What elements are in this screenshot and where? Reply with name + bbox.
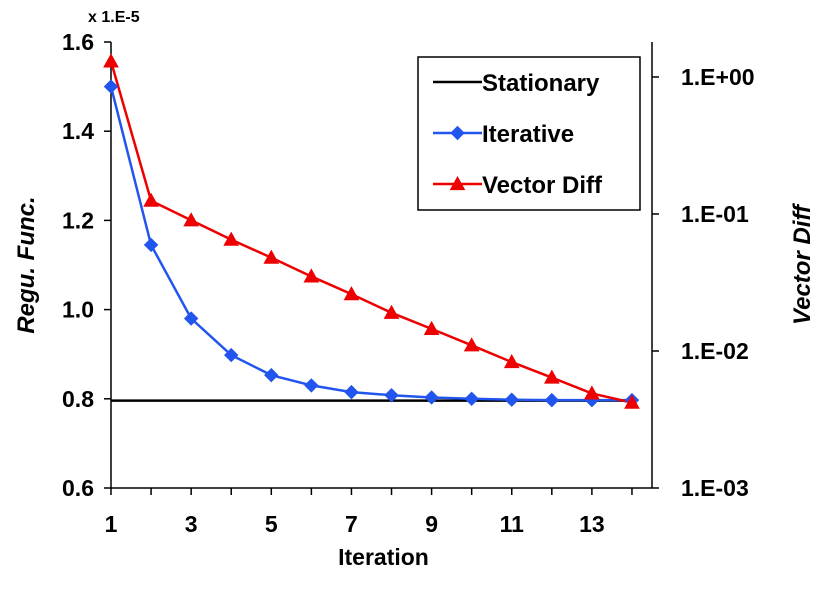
y2-tick-label: 1.E-01 — [681, 201, 749, 227]
x-tick-label: 9 — [425, 511, 438, 537]
x-tick-label: 5 — [265, 511, 278, 537]
data-point-vector-diff — [263, 249, 280, 264]
data-point-vector-diff — [463, 337, 480, 352]
data-point-iterative — [544, 392, 560, 408]
y-tick-label: 0.6 — [62, 475, 94, 501]
data-point-iterative — [183, 311, 199, 326]
data-point-iterative — [224, 347, 239, 363]
data-point-vector-diff — [584, 385, 600, 400]
markers-group — [103, 53, 640, 409]
y2-axis-title: Vector Diff — [789, 203, 816, 325]
data-point-vector-diff — [423, 320, 440, 335]
data-point-vector-diff — [543, 369, 560, 384]
y-multiplier-label: x 1.E-5 — [88, 9, 140, 26]
data-point-iterative — [424, 390, 439, 405]
x-tick-label: 11 — [500, 511, 525, 537]
y2-tick-label: 1.E-03 — [681, 475, 749, 501]
y2-tick-label: 1.E-02 — [681, 338, 749, 364]
data-point-vector-diff — [343, 286, 360, 301]
legend-label: Iterative — [482, 121, 574, 148]
data-point-vector-diff — [303, 268, 320, 283]
data-point-iterative — [504, 392, 519, 407]
data-point-iterative — [384, 388, 399, 403]
data-point-vector-diff — [103, 53, 119, 68]
legend-label: Vector Diff — [482, 172, 603, 199]
data-point-vector-diff — [223, 231, 240, 246]
x-tick-label: 3 — [185, 511, 198, 537]
data-point-vector-diff — [143, 192, 159, 207]
legend-label: Stationary — [482, 70, 600, 97]
data-point-iterative — [464, 391, 479, 407]
x-axis-title: Iteration — [338, 544, 429, 570]
data-point-iterative — [344, 384, 359, 400]
y-axis-title: Regu. Func. — [13, 196, 40, 333]
data-point-vector-diff — [624, 394, 640, 409]
y-tick-label: 1.4 — [62, 118, 94, 144]
legend-group: Stationary Iterative Vector Diff — [417, 56, 641, 211]
x-tick-label: 1 — [105, 511, 118, 537]
data-point-iterative — [103, 79, 119, 94]
y-tick-label: 1.2 — [62, 207, 94, 233]
data-point-vector-diff — [383, 304, 400, 319]
x-tick-label: 13 — [579, 511, 605, 537]
legend-marker-iterative — [450, 125, 465, 141]
legend-marker-vector-diff — [449, 175, 466, 191]
y-tick-label: 1.6 — [62, 29, 94, 55]
data-point-iterative — [143, 237, 159, 253]
axes-group: 0.6 0.8 1.0 1.2 1.4 1.6 1.E-03 1.E-02 1.E-01 1.E+… — [13, 9, 816, 570]
y-tick-label: 1.0 — [62, 297, 94, 323]
y2-tick-label: 1.E+00 — [681, 64, 755, 90]
data-point-vector-diff — [183, 212, 199, 227]
series-line-vector-diff — [109, 61, 633, 404]
data-point-iterative — [264, 367, 279, 383]
data-point-iterative — [304, 378, 319, 393]
y-tick-label: 0.8 — [62, 386, 94, 412]
x-tick-label: 7 — [345, 511, 358, 537]
data-point-vector-diff — [503, 354, 520, 369]
